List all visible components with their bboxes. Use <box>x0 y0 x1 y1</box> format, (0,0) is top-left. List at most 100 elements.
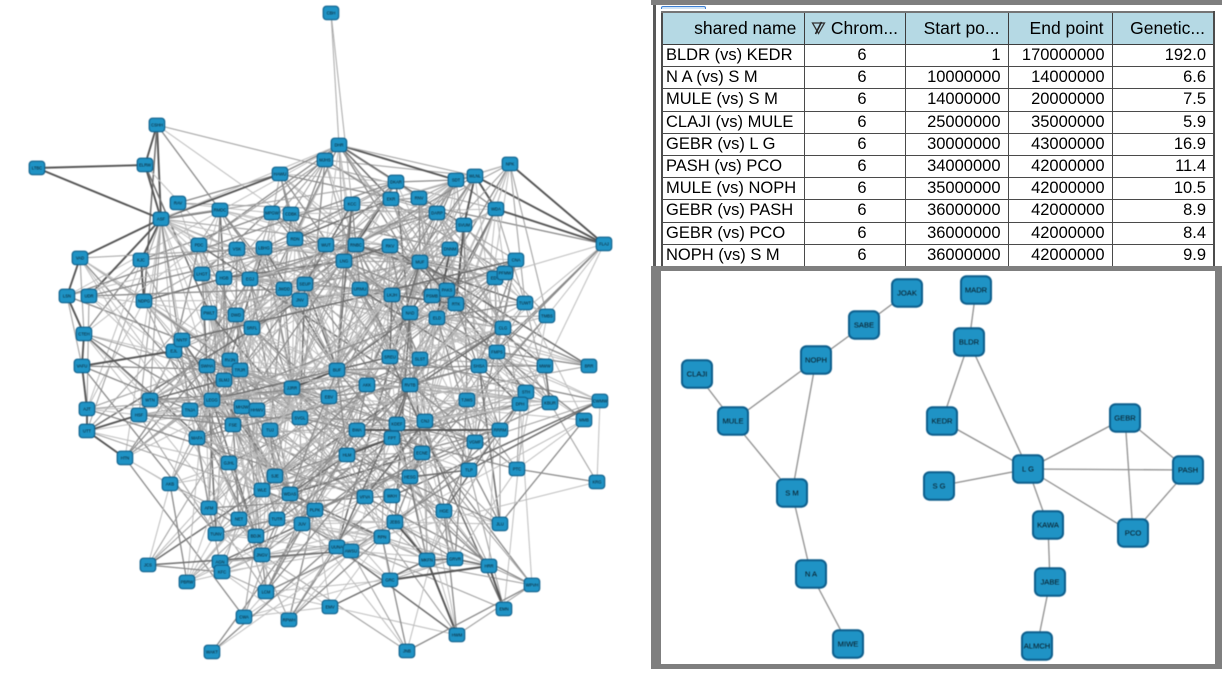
svg-text:N A: N A <box>805 570 818 579</box>
svg-text:SHSA: SHSA <box>473 364 485 369</box>
svg-text:TLP: TLP <box>465 468 473 473</box>
svg-text:WDAS: WDAS <box>284 492 297 497</box>
svg-text:PDC: PDC <box>195 243 204 248</box>
svg-text:BDJK: BDJK <box>251 534 262 539</box>
svg-text:JUV: JUV <box>298 522 306 527</box>
svg-text:HLM: HLM <box>343 453 352 458</box>
svg-text:JOAK: JOAK <box>897 289 917 298</box>
svg-text:CBH: CBH <box>327 11 336 16</box>
svg-text:ASF: ASF <box>157 217 166 222</box>
svg-text:L G: L G <box>1022 465 1034 474</box>
svg-text:PTC: PTC <box>513 467 521 472</box>
svg-text:SDT: SDT <box>452 178 461 183</box>
svg-text:SEUP: SEUP <box>299 282 311 287</box>
svg-text:AJT: AJT <box>83 407 91 412</box>
svg-text:MHJW: MHJW <box>236 405 249 410</box>
svg-text:WLE: WLE <box>257 488 266 493</box>
svg-text:RRRM: RRRM <box>494 428 507 433</box>
svg-text:MJHS: MJHS <box>319 158 331 163</box>
svg-text:WPVH: WPVH <box>526 583 539 588</box>
svg-text:PASH: PASH <box>1178 466 1198 475</box>
svg-text:VAD: VAD <box>76 256 84 261</box>
svg-text:FSE: FSE <box>229 423 237 428</box>
svg-text:PLPK: PLPK <box>310 508 321 513</box>
svg-text:SRFL: SRFL <box>247 326 258 331</box>
svg-text:WDA: WDA <box>491 207 501 212</box>
svg-text:CLG: CLG <box>499 326 508 331</box>
svg-text:NNTF: NNTF <box>176 338 188 343</box>
svg-text:STH: STH <box>522 390 530 395</box>
svg-text:SVUM: SVUM <box>458 223 471 228</box>
svg-text:KFC: KFC <box>218 570 226 575</box>
svg-text:KCC: KCC <box>348 202 357 207</box>
svg-text:DARP: DARP <box>431 211 443 216</box>
svg-text:PSMB: PSMB <box>426 294 438 299</box>
svg-text:CWMW: CWMW <box>593 399 607 404</box>
svg-text:LNG: LNG <box>340 259 349 264</box>
svg-text:PFMW: PFMW <box>499 271 512 276</box>
svg-text:HTN: HTN <box>121 456 130 461</box>
svg-text:WAKT: WAKT <box>206 650 218 655</box>
svg-text:AFM: AFM <box>205 506 214 511</box>
svg-text:RNBC: RNBC <box>350 243 362 248</box>
svg-text:SVGL: SVGL <box>294 416 306 421</box>
svg-text:KBUR: KBUR <box>544 401 556 406</box>
svg-text:FPT: FPT <box>388 436 396 441</box>
svg-text:TUNV: TUNV <box>210 532 222 537</box>
svg-text:MUF: MUF <box>415 260 425 265</box>
svg-text:GRVR: GRVR <box>449 557 461 562</box>
svg-text:AKB: AKB <box>166 482 175 487</box>
svg-text:RPWH: RPWH <box>283 618 296 623</box>
svg-text:DNNM: DNNM <box>444 247 457 252</box>
svg-text:MKFN: MKFN <box>421 558 433 563</box>
svg-text:HGE: HGE <box>439 509 448 514</box>
svg-text:JWDD: JWDD <box>278 287 290 292</box>
svg-text:LEGG: LEGG <box>206 398 218 403</box>
svg-text:CTEH: CTEH <box>78 332 89 337</box>
svg-text:BRR: BRR <box>585 364 594 369</box>
svg-text:HGB: HGB <box>219 276 228 281</box>
svg-text:WTN: WTN <box>145 398 155 403</box>
svg-text:PAKS: PAKS <box>442 288 453 293</box>
svg-text:HAWU: HAWU <box>274 172 287 177</box>
svg-text:BUF: BUF <box>333 368 342 373</box>
svg-text:MULE: MULE <box>722 417 743 426</box>
svg-text:SABE: SABE <box>854 321 874 330</box>
svg-text:EDV: EDV <box>491 276 500 281</box>
svg-text:LHGT: LHGT <box>196 272 208 277</box>
svg-text:SREU: SREU <box>384 355 396 360</box>
svg-text:EGJ: EGJ <box>246 277 254 282</box>
svg-text:KAWA: KAWA <box>1037 521 1060 530</box>
svg-text:MADR: MADR <box>965 286 988 295</box>
svg-text:GRC: GRC <box>385 578 394 583</box>
svg-text:EJL: EJL <box>170 349 178 354</box>
svg-text:AWSU: AWSU <box>345 549 357 554</box>
svg-text:LSN: LSN <box>63 294 71 299</box>
svg-text:UTT: UTT <box>83 429 92 434</box>
svg-text:S M: S M <box>785 489 799 498</box>
svg-text:HRR: HRR <box>484 564 493 569</box>
svg-text:RAV: RAV <box>174 201 183 206</box>
svg-text:AKK: AKK <box>363 383 372 388</box>
svg-text:RDN: RDN <box>290 237 299 242</box>
svg-text:KJC: KJC <box>137 258 145 263</box>
svg-text:JNGV: JNGV <box>256 553 267 558</box>
svg-text:NOPH: NOPH <box>805 356 827 365</box>
svg-text:KRG: KRG <box>592 480 601 485</box>
svg-text:KEDR: KEDR <box>931 417 953 426</box>
svg-text:ECNE: ECNE <box>416 451 428 456</box>
svg-text:TUWT: TUWT <box>519 301 532 306</box>
svg-text:VGMF: VGMF <box>469 440 482 445</box>
svg-text:BWA: BWA <box>352 428 362 433</box>
svg-text:RPN: RPN <box>378 535 387 540</box>
svg-text:MIWE: MIWE <box>838 640 859 649</box>
svg-text:URMU: URMU <box>354 287 367 292</box>
svg-text:CNJ: CNJ <box>421 419 429 424</box>
svg-text:RVJN: RVJN <box>225 358 236 363</box>
svg-text:NPK: NPK <box>506 162 515 167</box>
svg-text:RVTB: RVTB <box>404 383 415 388</box>
svg-text:EMN: EMN <box>499 607 508 612</box>
svg-text:SJE: SJE <box>271 474 279 479</box>
svg-text:SLMJ: SLMJ <box>219 378 230 383</box>
svg-text:HHWV: HHWV <box>251 408 264 413</box>
